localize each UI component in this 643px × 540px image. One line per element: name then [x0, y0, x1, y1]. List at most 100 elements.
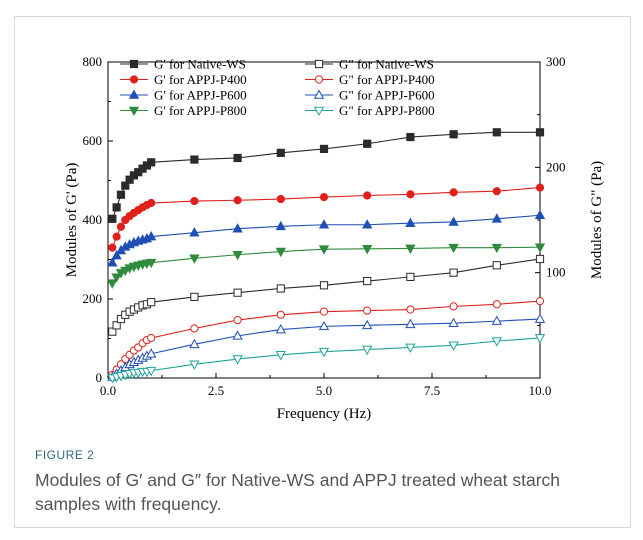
data-point [112, 321, 121, 330]
series-1 [108, 254, 545, 336]
legend-label: G' for APPJ-P400 [154, 72, 247, 87]
data-point [448, 216, 459, 226]
data-point [449, 302, 458, 311]
data-point [147, 198, 156, 208]
data-point [318, 320, 330, 331]
data-point [116, 314, 126, 324]
data-point [319, 144, 329, 154]
data-point [535, 183, 545, 192]
y-left-tick-label: 400 [83, 212, 103, 227]
data-point [275, 220, 286, 231]
series-4 [107, 209, 546, 267]
data-point [233, 196, 242, 205]
data-point [108, 243, 117, 252]
data-point [449, 130, 458, 139]
legend-entry: G" for APPJ-P400 [305, 72, 435, 87]
data-point [232, 223, 243, 233]
legend-marker [128, 106, 140, 117]
data-point [318, 245, 330, 255]
data-point [405, 343, 416, 353]
data-point [362, 219, 373, 229]
y-left-tick-label: 200 [83, 291, 103, 306]
legend-label: G' for Native-WS [154, 57, 246, 72]
data-point [491, 337, 502, 347]
series-3 [108, 297, 545, 379]
data-point [232, 330, 243, 340]
data-point [534, 243, 546, 253]
data-point [112, 232, 121, 241]
y-left-tick-label: 800 [83, 54, 103, 69]
data-point [233, 153, 242, 163]
data-point [535, 128, 545, 137]
data-point [491, 315, 502, 325]
data-point [276, 310, 285, 319]
legend-marker [129, 75, 139, 84]
data-point [190, 155, 199, 164]
data-point [535, 254, 545, 264]
data-point [146, 258, 157, 269]
data-point [406, 132, 415, 142]
data-point [406, 272, 415, 281]
legend-entry: G' for APPJ-P400 [120, 72, 247, 87]
data-point [232, 355, 243, 365]
legend-label: G" for Native-WS [339, 57, 434, 72]
data-point [534, 334, 546, 344]
data-point [190, 324, 199, 333]
x-tick-label: 10.0 [529, 383, 552, 398]
data-point [108, 214, 117, 223]
series-6 [107, 243, 546, 289]
data-point [448, 317, 459, 328]
data-point [449, 188, 458, 197]
legend-entry: G' for APPJ-P600 [120, 88, 247, 103]
data-point [276, 148, 285, 157]
data-point [111, 273, 122, 283]
data-point [107, 279, 118, 289]
data-point [362, 245, 373, 255]
data-point [491, 213, 502, 223]
data-point [363, 306, 372, 315]
legend-label: G" for APPJ-P600 [339, 88, 435, 103]
y-right-axis-title: Modules of G" (Pa) [589, 161, 605, 279]
data-point [363, 276, 372, 286]
data-point [319, 281, 329, 290]
data-point [116, 222, 126, 231]
x-tick-label: 2.5 [208, 383, 224, 398]
data-point [319, 307, 329, 316]
data-point [276, 194, 285, 204]
data-point [189, 360, 200, 370]
y-right-tick-label: 300 [546, 54, 566, 69]
data-point [406, 190, 415, 199]
data-point [448, 341, 459, 351]
data-point [147, 333, 156, 343]
data-point [492, 261, 501, 270]
data-point [275, 324, 286, 334]
series-line [111, 258, 541, 332]
data-point [108, 327, 117, 336]
data-point [448, 243, 459, 254]
data-point [190, 196, 199, 206]
data-point [125, 175, 134, 184]
series-2 [108, 183, 545, 252]
data-point [190, 292, 199, 301]
data-point [189, 338, 200, 349]
legend-marker [314, 59, 324, 69]
legend-entry: G" for Native-WS [305, 57, 434, 72]
series-7 [107, 334, 546, 384]
x-tick-label: 7.5 [424, 383, 440, 398]
data-point [406, 305, 415, 314]
data-point [534, 209, 546, 220]
series-line [111, 214, 541, 263]
legend-marker [129, 59, 139, 69]
y-right-tick-label: 100 [546, 265, 566, 280]
data-point [491, 243, 502, 254]
data-point [362, 345, 373, 356]
data-point [189, 227, 200, 237]
data-point [492, 128, 501, 137]
legend-label: G" for APPJ-P800 [339, 103, 435, 118]
data-point [275, 351, 286, 361]
data-point [121, 181, 130, 190]
data-point [492, 300, 501, 309]
data-point [449, 268, 458, 277]
legend-label: G' for APPJ-P800 [154, 103, 247, 118]
chart-axes: 0.0 2.5 5.0 7.5 10.0 0 200 400 600 800 100 200 300 Fr… [64, 54, 605, 422]
